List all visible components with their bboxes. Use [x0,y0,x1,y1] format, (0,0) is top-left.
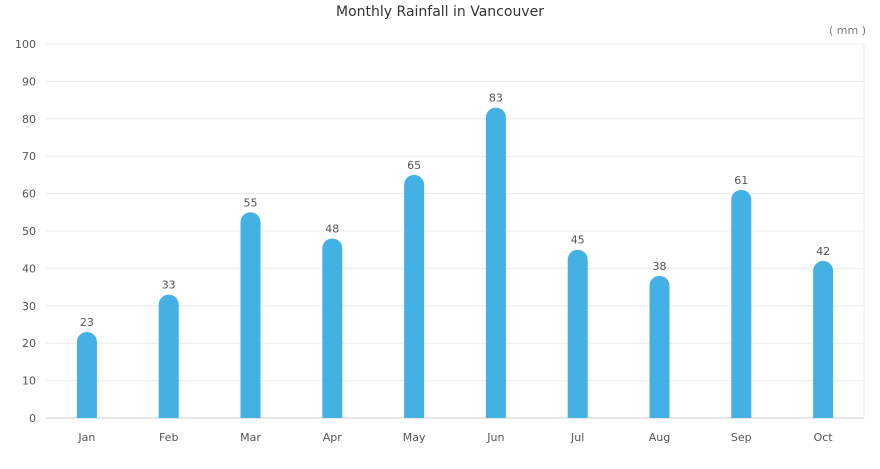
y-tick-label: 40 [22,262,36,275]
data-label: 48 [325,222,339,235]
x-tick-label: Jul [570,431,584,444]
y-tick-label: 30 [22,300,36,313]
x-tick-label: May [403,431,426,444]
bar-jun[interactable] [485,107,506,418]
data-label: 23 [80,316,94,329]
data-label: 33 [162,279,176,292]
y-tick-label: 100 [15,38,36,51]
bar-jul[interactable] [567,249,588,418]
data-label: 38 [653,260,667,273]
bar-oct[interactable] [813,260,834,418]
bar-aug[interactable] [649,275,670,418]
x-tick-label: Jan [77,431,95,444]
bar-may[interactable] [404,174,425,418]
data-label: 45 [571,234,585,247]
data-label: 83 [489,92,503,105]
data-label: 61 [734,174,748,187]
y-tick-label: 0 [29,412,36,425]
data-label: 65 [407,159,421,172]
y-tick-label: 70 [22,150,36,163]
bar-apr[interactable] [322,238,343,418]
x-tick-label: Apr [323,431,343,444]
y-tick-label: 50 [22,225,36,238]
y-tick-label: 20 [22,337,36,350]
x-tick-label: Sep [731,431,752,444]
x-tick-label: Feb [159,431,178,444]
bar-sep[interactable] [731,189,752,418]
x-tick-label: Mar [240,431,261,444]
x-tick-label: Jun [486,431,504,444]
y-tick-label: 80 [22,113,36,126]
bar-jan[interactable] [76,331,97,418]
data-label: 42 [816,245,830,258]
chart-title: Monthly Rainfall in Vancouver [336,4,544,20]
bar-mar[interactable] [240,212,261,418]
y-tick-label: 90 [22,75,36,88]
bar-feb[interactable] [158,294,179,418]
x-tick-label: Oct [814,431,834,444]
unit-label: ( mm ) [828,24,866,37]
y-tick-label: 60 [22,188,36,201]
y-tick-label: 10 [22,375,36,388]
x-tick-label: Aug [649,431,670,444]
data-label: 55 [244,196,258,209]
